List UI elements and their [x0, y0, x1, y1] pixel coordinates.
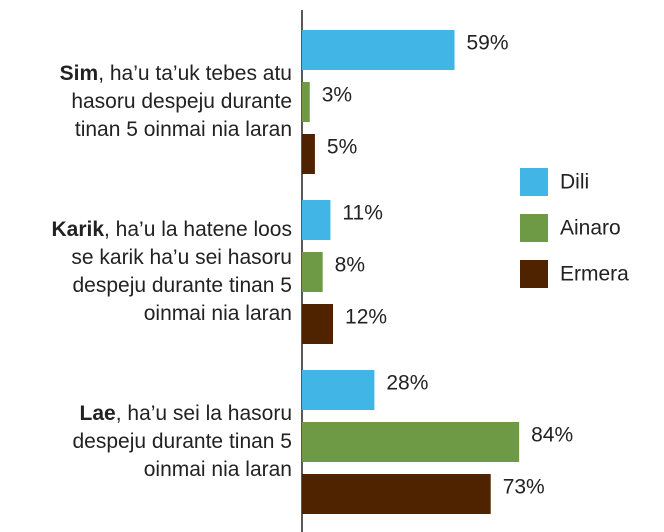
bar — [302, 82, 310, 122]
value-label: 11% — [342, 202, 382, 225]
value-label: 73% — [503, 476, 545, 499]
category-label: Lae, ha’u sei la hasoru despeju durante … — [72, 402, 292, 481]
bar — [302, 252, 323, 292]
value-label: 12% — [345, 306, 387, 329]
value-label: 84% — [531, 424, 573, 447]
value-label: 8% — [335, 254, 365, 277]
bar — [302, 304, 334, 344]
bar — [302, 422, 520, 462]
bar — [302, 134, 315, 174]
legend-label: Ainaro — [560, 217, 621, 240]
bar — [302, 474, 491, 514]
legend-swatch — [520, 168, 548, 196]
legend-swatch — [520, 260, 548, 288]
bar — [302, 200, 331, 240]
bar — [302, 370, 375, 410]
legend-label: Ermera — [560, 263, 629, 286]
legend-swatch — [520, 214, 548, 242]
value-label: 28% — [386, 372, 428, 395]
bar — [302, 30, 455, 70]
value-label: 5% — [327, 136, 357, 159]
legend-label: Dili — [560, 171, 589, 194]
value-label: 3% — [322, 84, 352, 107]
category-label: Sim, ha’u ta’uk tebes atu hasoru despeju… — [59, 62, 292, 141]
category-label: Karik, ha’u la hatene loos se karik ha’u… — [51, 218, 292, 325]
value-label: 59% — [467, 32, 509, 55]
